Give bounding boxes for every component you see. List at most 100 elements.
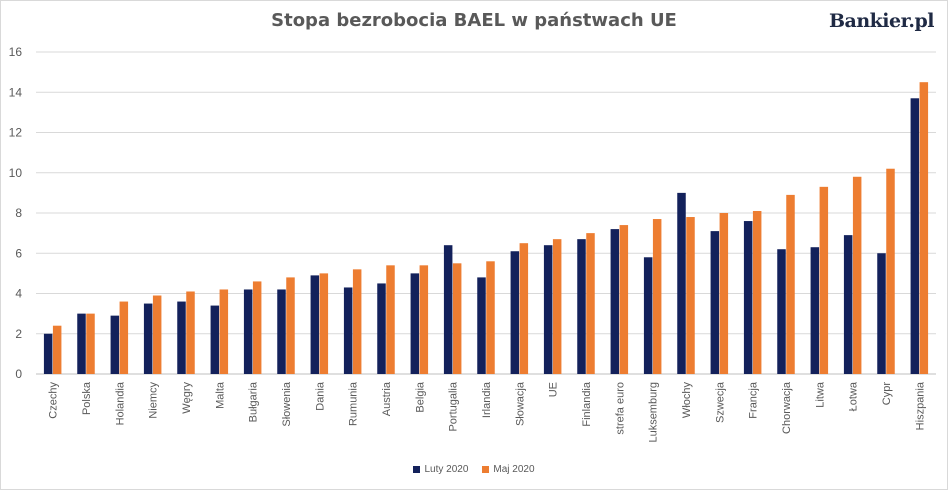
y-tick-label: 12 (9, 126, 23, 140)
bar-series-1 (577, 239, 586, 374)
x-tick-label: Węgry (181, 382, 193, 414)
x-tick-label: Szwecja (714, 381, 726, 423)
x-tick-label: Litwa (814, 381, 826, 408)
bar-series-1 (743, 221, 753, 374)
x-tick-label: Polska (81, 381, 93, 415)
x-tick-label: Finlandia (581, 381, 593, 427)
bar-series-2 (252, 281, 262, 374)
legend-item-series-2: Maj 2020 (482, 464, 535, 475)
bar-series-2 (286, 277, 295, 374)
gridlines (36, 51, 936, 375)
bar-series-1 (43, 333, 53, 374)
bar-series-1 (510, 251, 520, 374)
y-tick-label: 4 (15, 287, 22, 301)
bar-series-2 (652, 219, 662, 374)
x-axis-ticks: Czechy Polska Holandia Niemcy Węgry Malta Bułg… (48, 381, 927, 442)
bar-series-1 (110, 315, 120, 374)
bar-series-1 (243, 289, 253, 374)
x-tick-label: Portugalia (448, 381, 460, 431)
bar-series-2 (686, 217, 695, 374)
bar-series-2 (186, 291, 195, 374)
y-tick-label: 6 (15, 246, 22, 260)
bar-series-1 (477, 277, 486, 374)
bar-series-1 (777, 249, 786, 374)
bar-series-1 (710, 231, 720, 374)
x-tick-label: Niemcy (148, 382, 160, 419)
y-tick-label: 10 (9, 166, 23, 180)
x-tick-label: Malta (214, 381, 226, 409)
bar-series-2 (786, 194, 795, 374)
legend-label-series-2: Maj 2020 (493, 464, 535, 475)
x-tick-label: Cypr (881, 382, 893, 406)
bar-series-1 (310, 275, 320, 374)
x-tick-label: Chorwacja (781, 381, 793, 434)
y-tick-label: 2 (15, 327, 22, 341)
bar-series-1 (843, 235, 853, 374)
bar-series-1 (343, 287, 353, 374)
x-tick-label: Austria (381, 381, 393, 416)
x-tick-label: Dania (314, 381, 326, 411)
y-tick-label: 14 (9, 85, 23, 99)
x-tick-label: Luksemburg (648, 382, 660, 443)
bar-series-1 (210, 305, 220, 374)
bar-series-2 (552, 239, 562, 374)
bar-series-1 (77, 313, 86, 374)
x-tick-label: UE (548, 382, 560, 397)
x-tick-label: Rumunia (348, 381, 360, 426)
x-tick-label: Słowacja (514, 381, 526, 426)
bankier-logo: Bankier.pl (828, 10, 935, 32)
x-tick-label: Czechy (48, 382, 60, 419)
bar-series-1 (443, 245, 453, 374)
bar-series-2 (119, 301, 129, 374)
bar-series-1 (877, 253, 886, 374)
bar-series-2 (586, 233, 595, 374)
bar-series-2 (719, 213, 729, 374)
bar-series-2 (886, 168, 895, 374)
y-tick-label: 16 (9, 45, 23, 59)
bar-series-1 (610, 229, 620, 374)
bar-series-1 (643, 257, 653, 374)
x-tick-label: Hiszpania (914, 381, 926, 430)
bar-series-1 (810, 247, 820, 374)
x-tick-label: Belgia (414, 381, 426, 412)
bar-series-1 (177, 301, 186, 374)
y-tick-label: 0 (15, 367, 22, 381)
bar-series-2 (752, 210, 762, 374)
x-tick-label: Bułgaria (248, 381, 260, 422)
bar-series-2 (219, 289, 229, 374)
y-axis-ticks: 0 2 4 6 8 10 12 14 16 (9, 45, 23, 381)
bars (43, 82, 929, 374)
bar-series-2 (352, 269, 362, 374)
bar-series-1 (143, 303, 153, 374)
bar-series-2 (319, 273, 329, 374)
bar-series-2 (52, 325, 62, 374)
bar-series-2 (919, 82, 929, 374)
x-tick-label: Łotwa (848, 381, 860, 411)
bar-series-1 (277, 289, 286, 374)
bar-series-2 (486, 261, 495, 374)
chart-title: Stopa bezrobocia BAEL w państwach UE (271, 10, 677, 31)
bar-series-2 (386, 265, 395, 374)
x-tick-label: strefa euro (614, 382, 626, 435)
x-tick-label: Irlandia (481, 381, 493, 418)
bar-series-2 (519, 243, 529, 374)
x-tick-label: Słowenia (281, 381, 293, 427)
bar-series-2 (419, 265, 429, 374)
legend-swatch-series-2 (482, 466, 490, 473)
legend-swatch-series-1 (413, 466, 421, 473)
bar-series-2 (452, 263, 462, 374)
bar-series-1 (543, 245, 553, 374)
bar-series-2 (86, 313, 95, 374)
bar-series-1 (910, 98, 920, 374)
bar-series-1 (410, 273, 420, 374)
x-tick-label: Holandia (114, 381, 126, 425)
bar-series-2 (619, 225, 629, 374)
bar-series-1 (677, 192, 686, 374)
bar-series-2 (819, 186, 829, 374)
x-tick-label: Francja (748, 381, 760, 419)
legend-item-series-1: Luty 2020 (413, 464, 468, 475)
bar-series-2 (852, 176, 862, 374)
legend: Luty 2020 Maj 2020 (0, 464, 948, 475)
bar-series-2 (152, 295, 162, 374)
